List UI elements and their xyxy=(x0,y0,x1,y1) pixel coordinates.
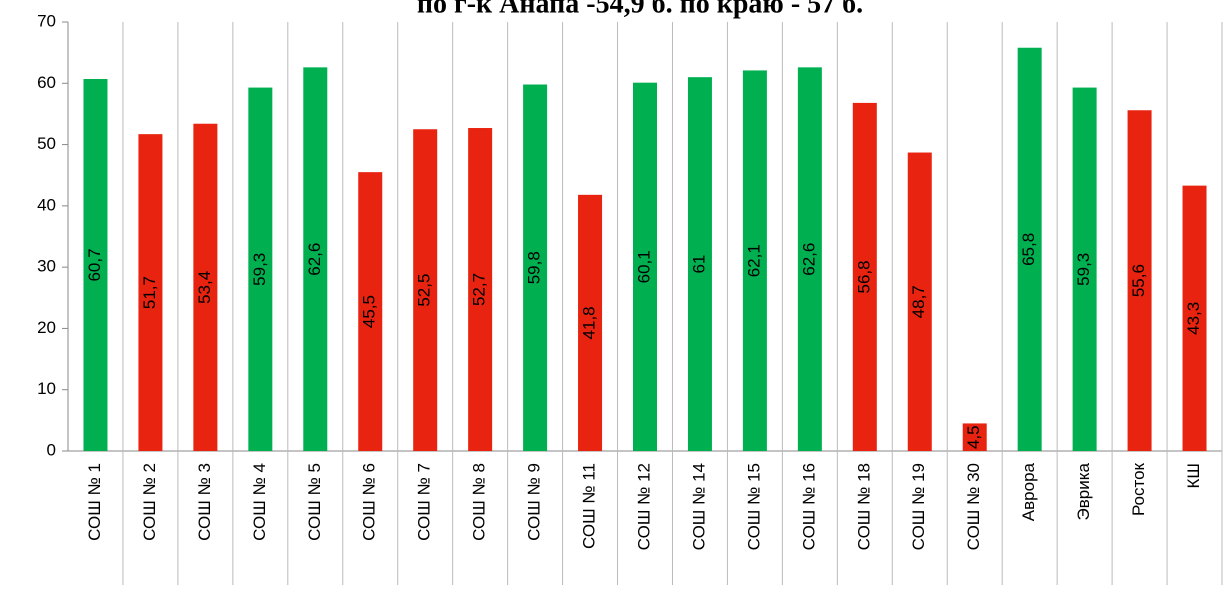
y-tick-label: 50 xyxy=(37,134,56,153)
bar xyxy=(852,102,877,451)
data-label: 59,8 xyxy=(525,251,544,284)
data-label: 60,7 xyxy=(85,248,104,281)
data-label: 53,4 xyxy=(195,271,214,304)
data-label: 65,8 xyxy=(1019,233,1038,266)
x-tick-label: Росток xyxy=(1129,462,1148,516)
y-tick-label: 0 xyxy=(47,440,56,459)
x-tick-label: СОШ № 1 xyxy=(85,463,104,541)
bar xyxy=(962,423,987,451)
data-label: 62,6 xyxy=(799,243,818,276)
data-label: 48,7 xyxy=(909,285,928,318)
x-tick-label: СОШ № 6 xyxy=(360,463,379,541)
data-label: 43,3 xyxy=(1184,302,1203,335)
bar xyxy=(633,82,657,452)
bar xyxy=(578,194,603,451)
data-label: 41,8 xyxy=(580,306,599,339)
x-tick-label: СОШ № 5 xyxy=(305,463,324,541)
x-tick-label: СОШ № 30 xyxy=(964,463,983,550)
data-label: 55,6 xyxy=(1129,264,1148,297)
bar xyxy=(83,78,108,451)
data-label: 62,1 xyxy=(744,244,763,277)
x-tick-label: СОШ № 8 xyxy=(470,463,489,541)
x-tick-label: Эврика xyxy=(1074,462,1093,520)
x-tick-label: КШ xyxy=(1184,463,1203,488)
y-tick-label: 60 xyxy=(37,73,56,92)
bar xyxy=(523,84,548,452)
y-tick-label: 40 xyxy=(37,195,56,214)
data-label: 52,5 xyxy=(415,274,434,307)
x-tick-label: СОШ № 3 xyxy=(195,463,214,541)
bar xyxy=(907,152,932,451)
x-tick-label: СОШ № 7 xyxy=(415,463,434,541)
bar xyxy=(468,128,493,451)
data-label: 59,3 xyxy=(1074,253,1093,286)
x-tick-label: СОШ № 11 xyxy=(580,463,599,549)
y-tick-label: 20 xyxy=(37,318,56,337)
x-tick-label: СОШ № 15 xyxy=(744,463,763,550)
data-label: 4,5 xyxy=(964,425,983,449)
y-tick-label: 70 xyxy=(37,11,56,30)
x-tick-label: СОШ № 16 xyxy=(799,463,818,550)
x-tick-label: Аврора xyxy=(1019,462,1038,521)
x-tick-label: СОШ № 9 xyxy=(525,463,544,541)
x-tick-label: СОШ № 2 xyxy=(140,463,159,541)
data-label: 51,7 xyxy=(140,276,159,309)
bar xyxy=(1182,185,1207,451)
y-tick-label: 10 xyxy=(37,379,56,398)
bar xyxy=(138,134,163,451)
x-tick-label: СОШ № 18 xyxy=(854,463,873,550)
bar xyxy=(303,67,328,451)
data-label: 60,1 xyxy=(634,250,653,283)
data-label: 59,3 xyxy=(250,253,269,286)
y-tick-label: 30 xyxy=(37,257,56,276)
x-tick-label: СОШ № 12 xyxy=(634,463,653,550)
bar xyxy=(193,123,218,451)
chart-title: по г-к Анапа -54,9 б. по краю - 57 б. xyxy=(417,0,863,19)
bar xyxy=(742,70,767,451)
x-tick-label: СОШ № 19 xyxy=(909,463,928,550)
data-label: 56,8 xyxy=(854,260,873,293)
bar xyxy=(1127,110,1152,451)
x-tick-label: СОШ № 4 xyxy=(250,463,269,541)
bar xyxy=(687,77,712,452)
bar xyxy=(413,129,438,451)
x-tick-label: СОШ № 14 xyxy=(689,463,708,550)
data-label: 52,7 xyxy=(470,273,489,306)
data-label: 62,6 xyxy=(305,243,324,276)
data-label: 61 xyxy=(689,255,708,274)
bar xyxy=(797,67,822,451)
data-label: 45,5 xyxy=(360,295,379,328)
bar xyxy=(248,87,273,451)
bar xyxy=(1072,87,1097,451)
bar xyxy=(1017,47,1042,452)
bar xyxy=(358,172,383,451)
